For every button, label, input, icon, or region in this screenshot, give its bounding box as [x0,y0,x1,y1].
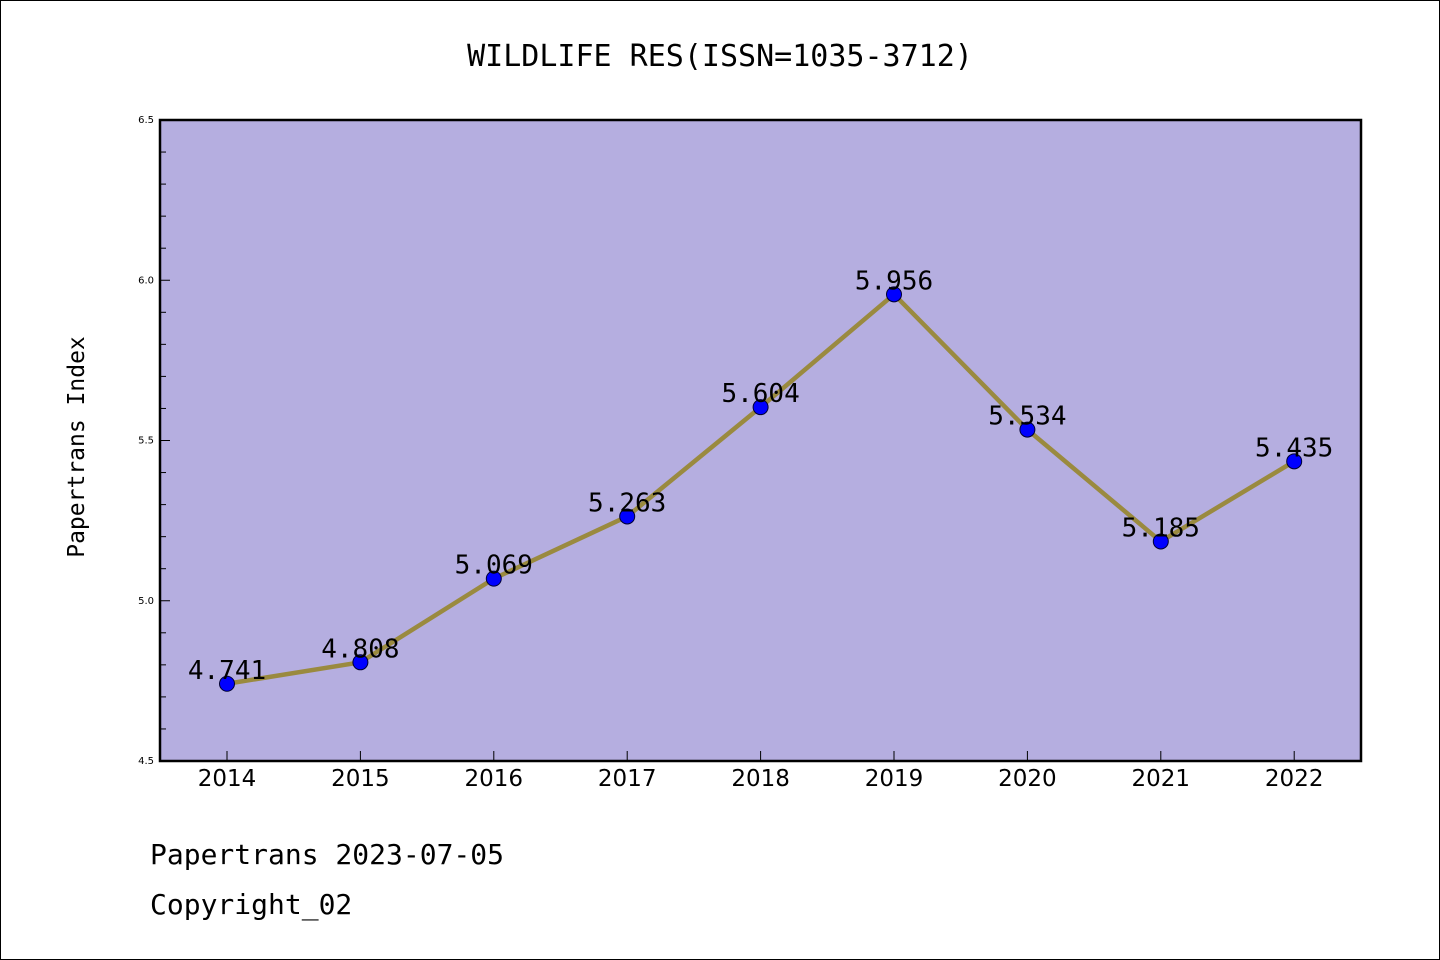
footer-date: Papertrans 2023-07-05 [150,838,504,871]
y-tick-label: 4.5 [138,756,154,767]
data-point [1152,533,1169,550]
data-point [1019,421,1036,438]
x-tick-label: 2017 [598,766,657,792]
x-tick-label: 2015 [331,766,390,792]
plot-area [160,120,1361,761]
series-markers [219,286,1303,692]
x-tick-label: 2019 [865,766,924,792]
x-tick-label: 2021 [1132,766,1191,792]
data-point [752,399,769,416]
data-label: 5.604 [721,379,799,409]
data-point [219,675,235,692]
data-label: 5.185 [1122,513,1200,543]
data-point [619,508,636,525]
y-tick-label: 6.5 [138,115,154,126]
x-tick-label: 2018 [731,766,790,792]
data-label: 5.435 [1255,433,1333,463]
chart-title: WILDLIFE RES(ISSN=1035-3712) [467,39,973,74]
x-tick-label: 2022 [1265,766,1324,792]
y-tick-label: 6.0 [138,275,154,286]
data-labels: 4.741 4.808 5.069 5.263 5.604 5.956 5.534 5.185… [188,266,1333,685]
footer-copyright: Copyright_02 [150,888,352,922]
data-point [886,286,902,303]
y-tick-label: 5.0 [138,596,154,607]
data-point [352,654,369,671]
data-label: 4.741 [188,656,266,686]
x-axis: 2014 2015 2016 2017 2018 2019 2020 2021 2022 [198,751,1324,792]
data-label: 5.069 [455,551,533,581]
x-tick-label: 2020 [998,766,1057,792]
data-label: 5.263 [588,488,666,518]
y-axis: 4.5 5.0 5.5 6.0 6.5 [138,115,170,767]
data-point [485,570,502,587]
data-label: 5.956 [855,266,933,296]
x-tick-label: 2016 [465,766,524,792]
y-tick-label: 5.5 [138,436,154,447]
y-axis-label: Papertrans Index [64,336,90,558]
x-tick-label: 2014 [198,766,257,792]
data-label: 4.808 [321,634,399,664]
plot-border [158,118,1363,763]
data-point [1286,453,1303,470]
data-label: 5.534 [988,402,1066,432]
